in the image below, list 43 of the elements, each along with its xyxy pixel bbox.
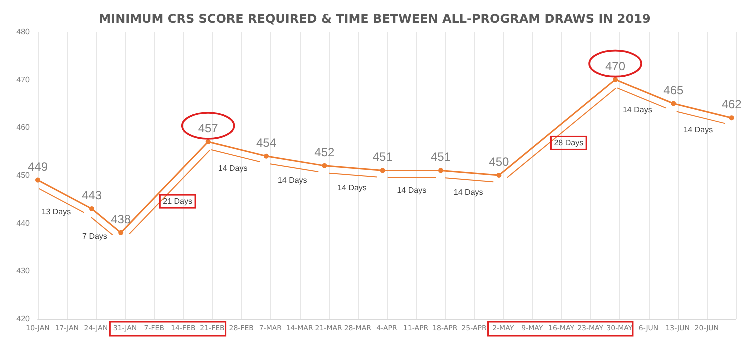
point bbox=[118, 230, 124, 236]
data-label: 451 bbox=[430, 150, 452, 164]
data-label: 451 bbox=[372, 150, 394, 164]
data-label: 465 bbox=[664, 83, 684, 98]
annotation: 14 Days bbox=[622, 106, 652, 115]
data-label: 454 bbox=[256, 136, 277, 150]
data-label: 457 bbox=[198, 122, 219, 136]
y-tick-label: 420 bbox=[16, 314, 31, 324]
point bbox=[380, 168, 386, 174]
chart-title: MINIMUM CRS SCORE REQUIRED & TIME BETWEEN ALL-PROGRAM DRAWS IN 2019 bbox=[99, 12, 651, 26]
data-label: 452 bbox=[314, 145, 336, 160]
y-tick-label: 450 bbox=[16, 171, 31, 180]
annotation: 14 Days bbox=[454, 188, 484, 198]
point bbox=[322, 163, 328, 168]
point bbox=[671, 101, 676, 106]
data-label: 470 bbox=[605, 59, 626, 74]
data-label: 450 bbox=[489, 155, 510, 169]
annotation: 7 Days bbox=[82, 232, 108, 241]
y-tick-label: 430 bbox=[16, 266, 31, 276]
data-label: 438 bbox=[111, 212, 132, 226]
data-label: 443 bbox=[82, 188, 102, 202]
point bbox=[438, 168, 444, 174]
point bbox=[90, 206, 95, 212]
data-label: 449 bbox=[28, 160, 48, 174]
annotation: 14 Days bbox=[218, 164, 248, 173]
point bbox=[36, 178, 40, 183]
annotation: 14 Days bbox=[397, 186, 427, 195]
annotation: 14 Days bbox=[278, 176, 308, 186]
y-tick-label: 480 bbox=[16, 28, 31, 36]
annotation: 21 Days bbox=[163, 197, 193, 206]
point bbox=[206, 140, 211, 145]
annotation: 28 Days bbox=[554, 138, 584, 148]
point bbox=[613, 77, 618, 82]
y-tick-label: 470 bbox=[16, 75, 31, 84]
point bbox=[264, 154, 270, 159]
annotation: 13 Days bbox=[42, 208, 72, 217]
annotation: 14 Days bbox=[684, 126, 714, 135]
point bbox=[729, 116, 734, 121]
annotation: 14 Days bbox=[338, 183, 367, 192]
y-tick-label: 460 bbox=[16, 123, 31, 132]
point bbox=[496, 173, 502, 178]
data-label: 462 bbox=[722, 98, 742, 112]
y-tick-label: 440 bbox=[16, 218, 31, 228]
